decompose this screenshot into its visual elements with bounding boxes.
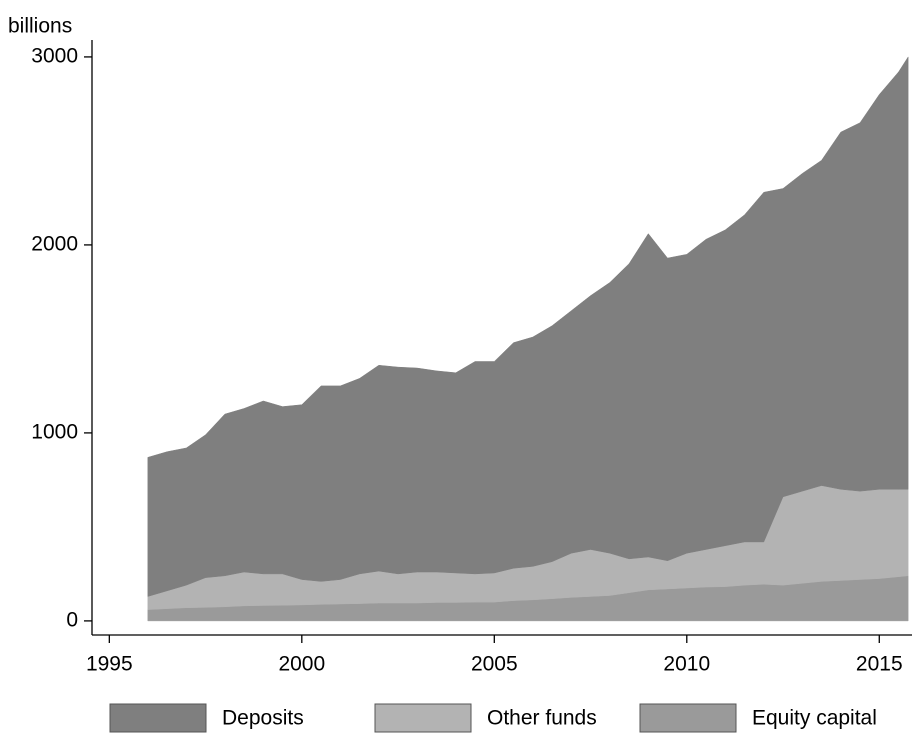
area xyxy=(147,56,909,597)
legend-label: Other funds xyxy=(487,707,597,730)
y-tick-label: 1000 xyxy=(31,420,78,443)
y-axis-label: billions xyxy=(8,15,72,38)
legend-label: Deposits xyxy=(222,707,304,730)
y-tick-label: 2000 xyxy=(31,232,78,255)
x-tick-label: 2000 xyxy=(278,653,325,676)
x-tick-label: 2015 xyxy=(856,653,903,676)
x-tick-label: 2005 xyxy=(471,653,518,676)
legend-label: Equity capital xyxy=(752,707,877,730)
y-tick-label: 0 xyxy=(66,608,78,631)
y-tick-label: 3000 xyxy=(31,44,78,67)
legend-swatch xyxy=(109,703,207,733)
x-tick-label: 2010 xyxy=(663,653,710,676)
x-tick-label: 1995 xyxy=(86,653,133,676)
legend-swatch xyxy=(374,703,472,733)
legend-swatch xyxy=(639,703,737,733)
